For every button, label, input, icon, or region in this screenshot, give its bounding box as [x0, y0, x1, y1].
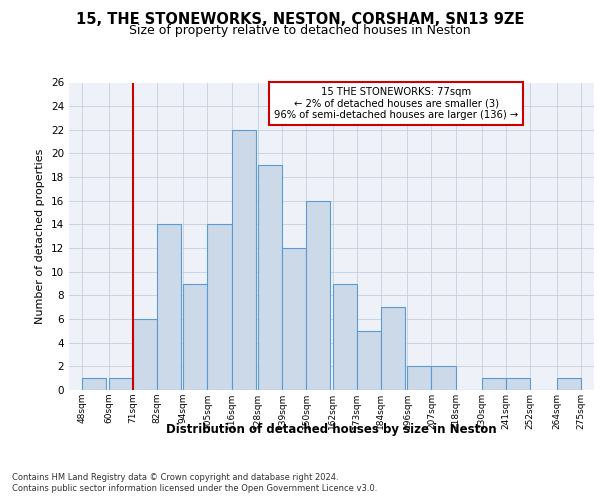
Bar — [258, 166, 282, 390]
Bar — [82, 378, 106, 390]
Text: 15 THE STONEWORKS: 77sqm
← 2% of detached houses are smaller (3)
96% of semi-det: 15 THE STONEWORKS: 77sqm ← 2% of detache… — [274, 87, 518, 120]
Bar — [282, 248, 306, 390]
Y-axis label: Number of detached properties: Number of detached properties — [35, 148, 46, 324]
Bar — [381, 307, 405, 390]
Bar — [482, 378, 506, 390]
Text: 15, THE STONEWORKS, NESTON, CORSHAM, SN13 9ZE: 15, THE STONEWORKS, NESTON, CORSHAM, SN1… — [76, 12, 524, 28]
Bar — [407, 366, 431, 390]
Bar — [208, 224, 232, 390]
Bar — [183, 284, 208, 390]
Text: Size of property relative to detached houses in Neston: Size of property relative to detached ho… — [129, 24, 471, 37]
Bar — [133, 319, 157, 390]
Text: Contains HM Land Registry data © Crown copyright and database right 2024.: Contains HM Land Registry data © Crown c… — [12, 472, 338, 482]
Bar — [109, 378, 133, 390]
Bar — [357, 331, 381, 390]
Text: Contains public sector information licensed under the Open Government Licence v3: Contains public sector information licen… — [12, 484, 377, 493]
Bar — [157, 224, 181, 390]
Text: Distribution of detached houses by size in Neston: Distribution of detached houses by size … — [166, 422, 497, 436]
Bar — [557, 378, 581, 390]
Bar — [332, 284, 357, 390]
Bar — [306, 201, 331, 390]
Bar — [232, 130, 256, 390]
Bar — [506, 378, 530, 390]
Bar — [431, 366, 455, 390]
